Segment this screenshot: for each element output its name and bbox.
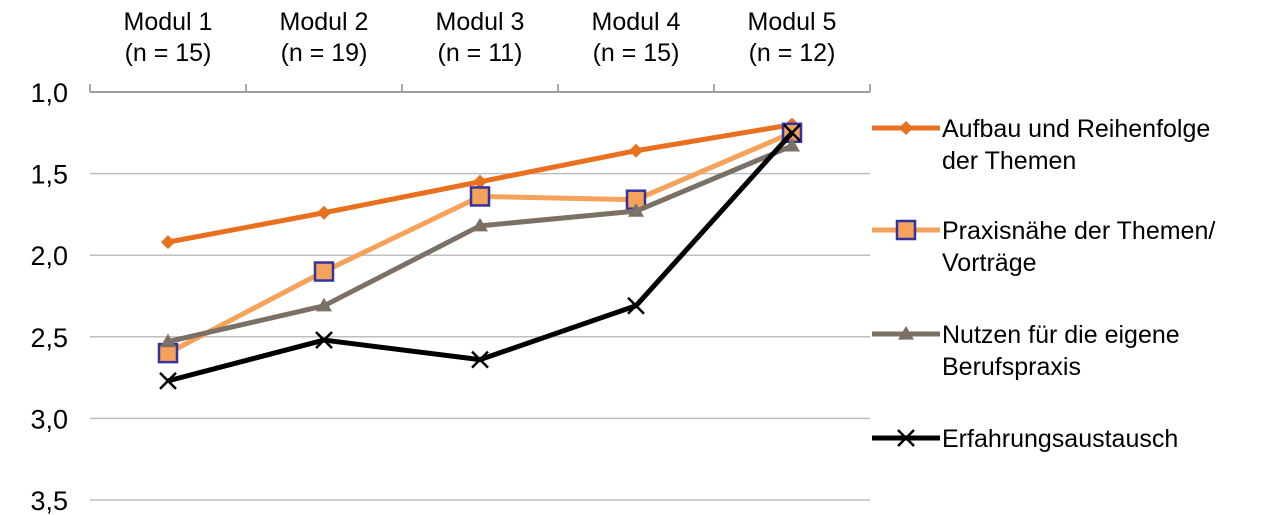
x-tick-label: Modul 3 (n = 11) bbox=[436, 8, 525, 67]
data-point bbox=[315, 331, 333, 349]
series-line bbox=[167, 131, 794, 384]
grid-lines bbox=[90, 91, 870, 501]
x-tick-label: Modul 2 (n = 19) bbox=[280, 8, 369, 67]
data-point bbox=[628, 203, 644, 217]
y-tick-label: 2,0 bbox=[30, 241, 68, 271]
series-group bbox=[157, 117, 803, 390]
y-tick-label: 1,0 bbox=[30, 78, 68, 108]
legend-label: Erfahrungsaustausch bbox=[942, 425, 1178, 453]
x-tick-label: Modul 4 (n = 15) bbox=[592, 8, 681, 67]
legend-label: Vorträge bbox=[942, 249, 1037, 277]
x-marker-stroke bbox=[897, 429, 915, 447]
x-tick-label-line: Modul 2 bbox=[280, 8, 369, 36]
legend-item-1: Aufbau und Reihenfolge der Themen bbox=[872, 115, 1210, 175]
legend-label: Nutzen für die eigene bbox=[942, 321, 1180, 349]
legend-item-3: Nutzen für die eigene Berufspraxis bbox=[872, 321, 1180, 381]
data-point bbox=[629, 143, 643, 158]
x-tick-label: Modul 5 (n = 12) bbox=[748, 8, 837, 67]
legend-label: Berufspraxis bbox=[942, 353, 1081, 381]
data-point bbox=[161, 235, 175, 250]
x-axis: Modul 1 (n = 15) Modul 2 (n = 19) Modul 3 (n … bbox=[89, 8, 871, 93]
legend-swatch-marker bbox=[899, 121, 913, 135]
y-tick-label: 3,5 bbox=[30, 486, 68, 515]
legend-item-2: Praxisnähe der Themen/Vorträge bbox=[872, 217, 1215, 277]
data-point bbox=[160, 333, 176, 348]
x-marker-stroke bbox=[315, 331, 333, 349]
x-marker-stroke bbox=[159, 371, 177, 390]
data-point bbox=[317, 205, 331, 220]
series-3 bbox=[160, 137, 800, 348]
x-marker-stroke bbox=[783, 123, 801, 142]
legend-label: Aufbau und Reihenfolge bbox=[942, 115, 1210, 143]
legend-label: der Themen bbox=[942, 147, 1076, 175]
x-tick-label-line: (n = 15) bbox=[125, 39, 212, 67]
x-tick-label: Modul 1 (n = 15) bbox=[124, 8, 213, 67]
x-tick-label-line: Modul 5 bbox=[748, 8, 837, 36]
legend-item-4: Erfahrungsaustausch bbox=[872, 425, 1178, 453]
x-tick-label-line: (n = 12) bbox=[749, 39, 836, 67]
data-point bbox=[469, 186, 491, 207]
x-tick-label-line: (n = 11) bbox=[438, 39, 523, 67]
data-point bbox=[471, 350, 489, 369]
data-point bbox=[159, 371, 177, 390]
y-tick-label: 1,5 bbox=[30, 160, 68, 190]
x-tick-label-line: (n = 15) bbox=[593, 39, 680, 67]
data-point bbox=[783, 123, 801, 142]
data-point bbox=[313, 261, 335, 282]
series-2 bbox=[157, 122, 803, 364]
data-point bbox=[473, 174, 487, 189]
x-marker-stroke bbox=[627, 296, 645, 315]
legend: Aufbau und Reihenfolge der Themen Praxisnä… bbox=[872, 115, 1215, 453]
legend-swatch-marker bbox=[898, 326, 914, 340]
legend-label: Praxisnähe der Themen/ bbox=[942, 217, 1215, 245]
y-tick-label: 3,0 bbox=[30, 404, 68, 434]
y-tick-label: 2,5 bbox=[30, 323, 68, 353]
data-point bbox=[472, 217, 488, 232]
x-tick-label-line: (n = 19) bbox=[281, 39, 368, 67]
y-axis: 1,0 1,5 2,0 2,5 3,0 3,5 bbox=[30, 78, 68, 515]
x-tick-label-line: Modul 4 bbox=[592, 8, 681, 36]
legend-swatch-marker bbox=[895, 219, 917, 241]
series-4 bbox=[159, 123, 801, 390]
legend-swatch-marker bbox=[897, 429, 915, 447]
data-point bbox=[627, 296, 645, 315]
x-tick-label-line: Modul 3 bbox=[436, 8, 525, 36]
x-tick-label-line: Modul 1 bbox=[124, 8, 213, 36]
data-point bbox=[784, 137, 800, 152]
x-marker-stroke bbox=[471, 350, 489, 369]
data-point bbox=[316, 297, 332, 312]
